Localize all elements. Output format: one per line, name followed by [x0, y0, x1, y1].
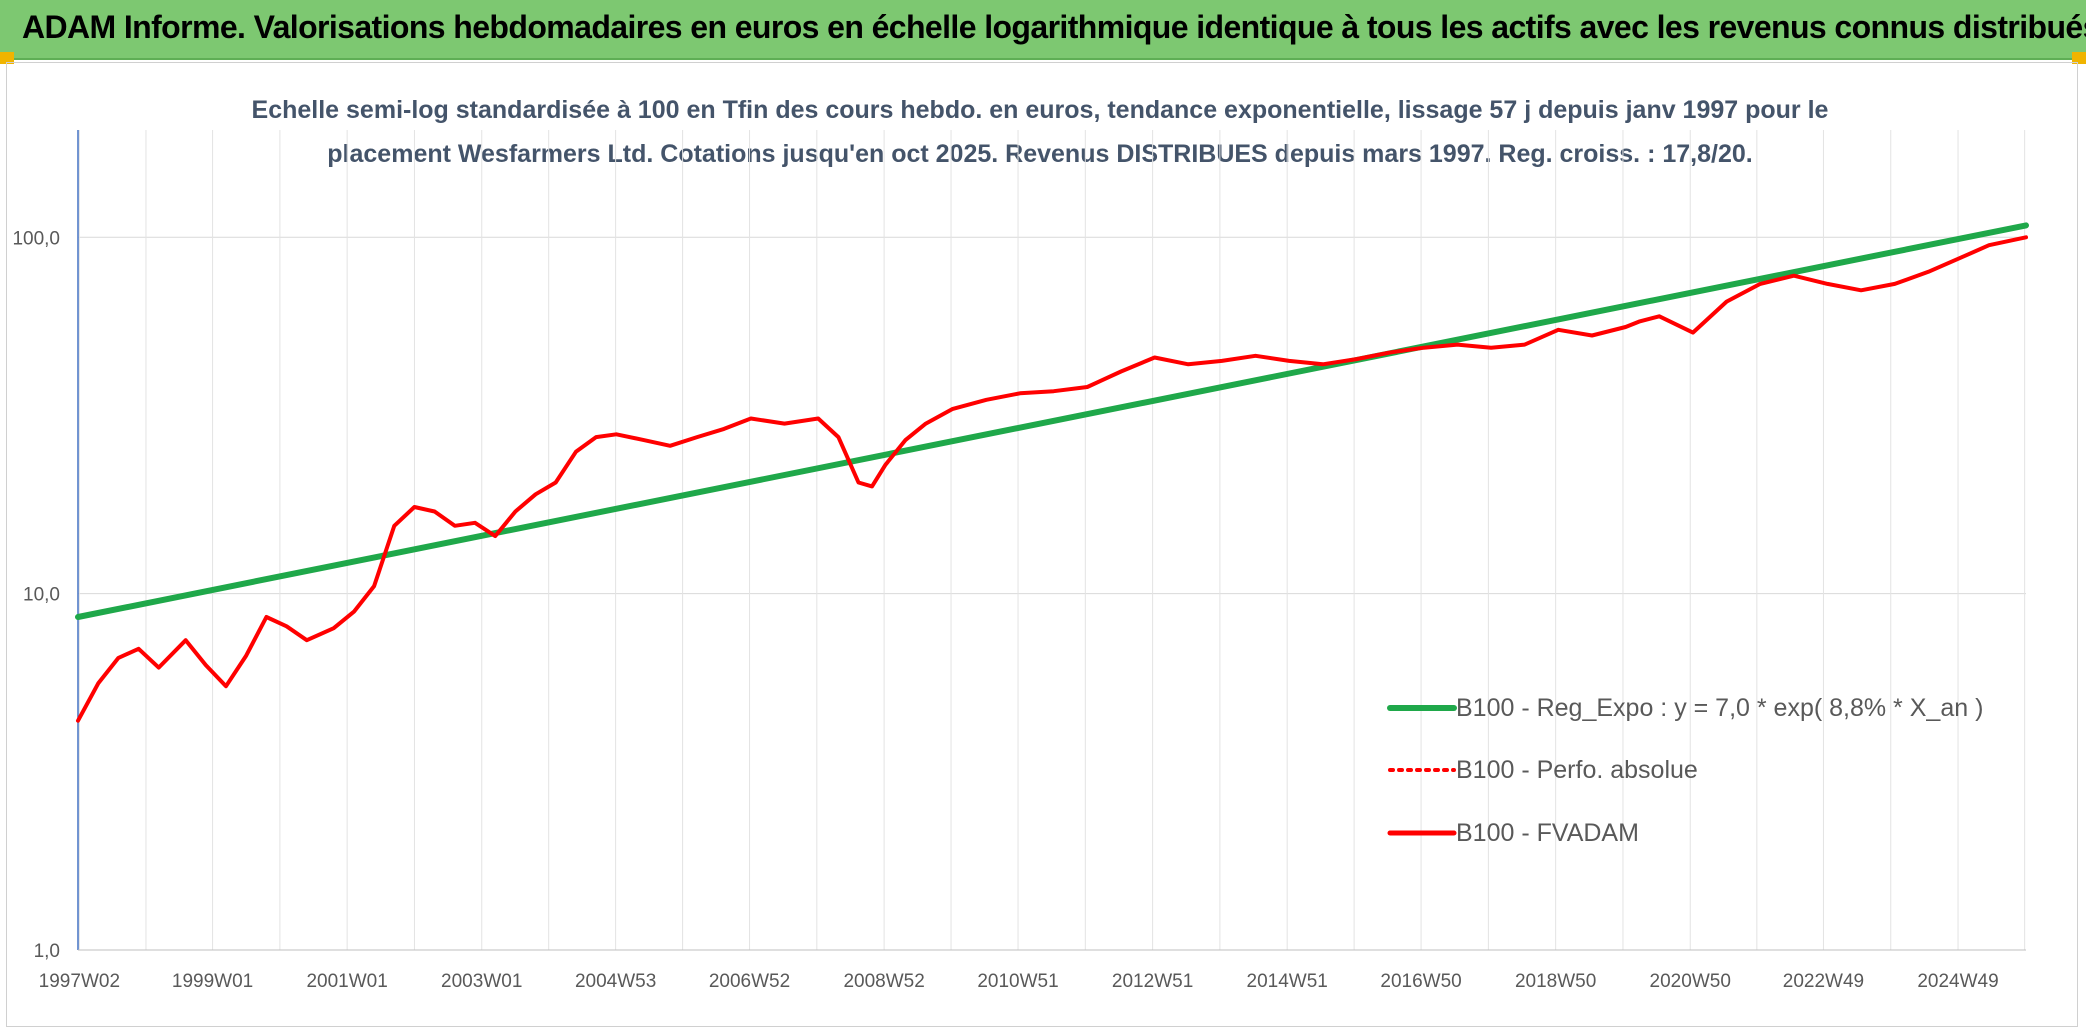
chart-title-line-2: placement Wesfarmers Ltd. Cotations jusq… [327, 140, 1753, 168]
y-tick-label: 1,0 [34, 941, 60, 962]
y-tick-label: 100,0 [12, 228, 60, 249]
x-tick-label: 2008W52 [843, 971, 924, 992]
legend-label: B100 - Reg_Expo : y = 7,0 * exp( 8,8% * … [1456, 694, 1983, 722]
x-tick-label: 2018W50 [1515, 971, 1596, 992]
x-tick-label: 2014W51 [1247, 971, 1328, 992]
perfo-absolue-series [76, 235, 2028, 723]
x-tick-label: 2012W51 [1112, 971, 1193, 992]
corner-marker-left [0, 52, 14, 64]
tick-labels: 1,0 10,0 100,0 1997W02 1999W01 2001W01 2003W01… [12, 228, 1998, 992]
fvadam-series [76, 235, 2028, 723]
trend-line-series [75, 222, 2029, 620]
x-tick-label: 2010W51 [977, 971, 1058, 992]
x-tick-label: 1999W01 [172, 971, 253, 992]
x-tick-label: 2001W01 [306, 971, 387, 992]
x-tick-label: 2024W49 [1917, 971, 1998, 992]
legend-label: B100 - Perfo. absolue [1456, 756, 1698, 784]
chart-title: Echelle semi-log standardisée à 100 en T… [240, 88, 1840, 176]
x-tick-label: 2020W50 [1650, 971, 1731, 992]
x-tick-label: 2004W53 [575, 971, 656, 992]
x-tick-label: 2003W01 [441, 971, 522, 992]
report-title: ADAM Informe. Valorisations hebdomadaire… [22, 9, 2086, 45]
x-tick-label: 2006W52 [709, 971, 790, 992]
report-banner: ADAM Informe. Valorisations hebdomadaire… [0, 0, 2086, 60]
x-tick-label: 2016W50 [1380, 971, 1461, 992]
legend-label: B100 - FVADAM [1456, 819, 1639, 847]
legend: B100 - Reg_Expo : y = 7,0 * exp( 8,8% * … [1387, 694, 1983, 847]
grid [78, 130, 2026, 951]
chart-title-line-1: Echelle semi-log standardisée à 100 en T… [251, 96, 1829, 124]
y-tick-label: 10,0 [23, 585, 60, 606]
chart-frame [6, 62, 2078, 1027]
corner-marker-right [2072, 52, 2086, 64]
x-tick-label: 1997W02 [39, 971, 120, 992]
axes [77, 130, 2026, 951]
series-group [75, 222, 2029, 723]
x-tick-label: 2022W49 [1783, 971, 1864, 992]
